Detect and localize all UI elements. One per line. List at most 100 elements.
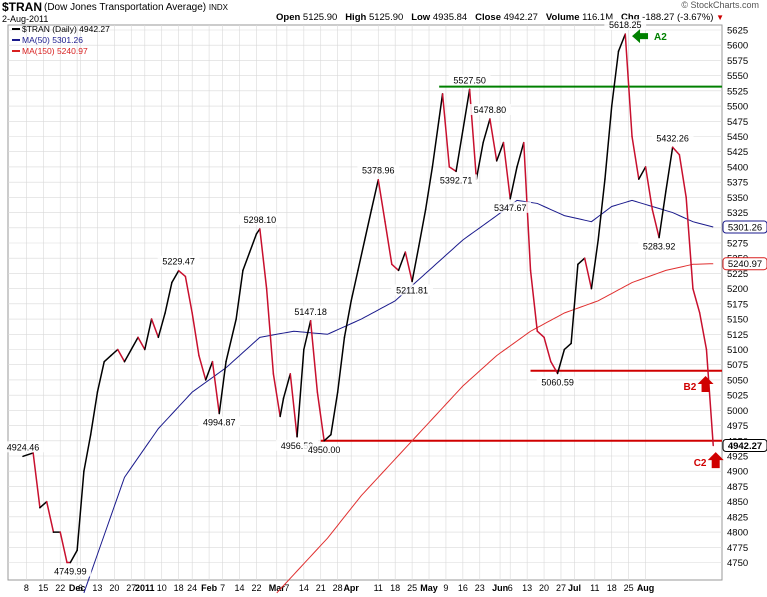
- price-label: 4956.59: [281, 441, 314, 451]
- price-segment: [198, 354, 207, 381]
- x-tick-label: 27: [556, 583, 566, 593]
- price-label-bg: [276, 439, 318, 451]
- price-segment: [69, 549, 78, 564]
- price-segment: [110, 348, 119, 357]
- price-segment: [225, 318, 237, 363]
- x-tick-label: 13: [522, 583, 532, 593]
- y-tick-label: 5325: [727, 208, 748, 219]
- price-segment: [441, 93, 451, 168]
- price-label: 5347.67: [494, 203, 527, 213]
- ma150-line: [276, 263, 714, 594]
- x-tick-label: 23: [475, 583, 485, 593]
- price-segment: [631, 135, 640, 180]
- x-tick-label: 22: [55, 583, 65, 593]
- price-label-bg: [638, 240, 680, 252]
- price-segment: [671, 146, 681, 156]
- y-tick-label: 4750: [727, 558, 748, 569]
- price-segment: [184, 275, 193, 314]
- price-segment: [336, 336, 346, 393]
- x-tick-label: 15: [38, 583, 48, 593]
- price-segment: [248, 233, 258, 253]
- price-segment: [370, 178, 380, 211]
- price-label-bg: [651, 132, 694, 144]
- price-segment: [242, 251, 251, 272]
- y-tick-label: 5200: [727, 284, 748, 295]
- chg-value: -188.27 (-3.67%): [642, 12, 714, 23]
- price-label: 4749.99: [54, 567, 87, 577]
- x-tick-label: 25: [407, 583, 417, 593]
- price-segment: [583, 257, 593, 290]
- x-tick-label: 13: [92, 583, 102, 593]
- price-segment: [448, 166, 457, 173]
- price-segment: [265, 287, 275, 375]
- x-tick-label: Mar: [269, 583, 286, 593]
- y-tick-label: 5175: [727, 299, 748, 310]
- price-segment: [357, 239, 366, 272]
- y-tick-label: 4825: [727, 512, 748, 523]
- y-tick-label: 5125: [727, 330, 748, 341]
- price-segment: [191, 312, 200, 357]
- price-segment: [177, 269, 187, 278]
- legend-entry: $TRAN (Daily) 4942.27: [22, 24, 110, 34]
- x-tick-label: 14: [299, 583, 309, 593]
- y-tick-label: 5425: [727, 147, 748, 158]
- y-tick-label: 4775: [727, 543, 748, 554]
- price-label: 4950.00: [308, 445, 341, 455]
- x-tick-label: 21: [316, 583, 326, 593]
- price-segment: [698, 312, 708, 351]
- y-tick-label: 5625: [727, 26, 748, 37]
- y-tick-label: 4875: [727, 482, 748, 493]
- y-tick-label: 5450: [727, 132, 748, 143]
- high-label: High: [345, 12, 367, 23]
- price-segment: [137, 336, 146, 351]
- x-tick-label: 25: [624, 583, 634, 593]
- x-tick-label: 7: [284, 583, 289, 593]
- price-segment: [556, 348, 566, 375]
- price-segment: [164, 281, 173, 314]
- price-segment: [235, 269, 244, 320]
- x-tick-label: Jul: [568, 583, 581, 593]
- price-segment: [651, 208, 660, 239]
- price-label: 5618.25: [609, 20, 642, 30]
- price-segment: [604, 105, 613, 180]
- x-tick-label: May: [420, 583, 438, 593]
- volume-value: 116.1M: [582, 12, 614, 23]
- y-tick-label: 4800: [727, 528, 748, 539]
- price-segment: [59, 531, 68, 564]
- arrow-up-icon: [707, 452, 724, 469]
- open-label: Open: [276, 12, 301, 23]
- price-segment: [83, 433, 92, 472]
- y-tick-label: 5500: [727, 102, 748, 113]
- price-segment: [529, 269, 539, 332]
- price-label: 5527.50: [453, 75, 486, 85]
- price-segment: [563, 342, 572, 351]
- x-tick-label: 9: [443, 583, 448, 593]
- price-label: 5478.80: [474, 105, 507, 115]
- chart-symbol: $TRAN: [2, 0, 43, 14]
- price-label: 5298.10: [244, 215, 277, 225]
- x-tick-label: 18: [174, 583, 184, 593]
- low-label: Low: [411, 12, 431, 23]
- price-segment: [204, 360, 214, 381]
- x-tick-label: Jun: [492, 583, 508, 593]
- stockcharts-credit[interactable]: © StockCharts.com: [681, 0, 759, 10]
- price-segment: [157, 312, 166, 339]
- price-label-bg: [303, 443, 346, 455]
- legend-entry: MA(50) 5301.26: [22, 35, 83, 45]
- y-tick-label: 5000: [727, 406, 748, 417]
- x-tick-label: 6: [78, 583, 83, 593]
- y-tick-label: 4850: [727, 497, 748, 508]
- x-tick-label: 20: [539, 583, 549, 593]
- price-segment: [431, 117, 440, 168]
- price-label-bg: [198, 416, 241, 428]
- price-segment: [658, 190, 667, 239]
- price-segment: [350, 269, 359, 302]
- x-tick-label: Feb: [201, 583, 218, 593]
- price-segment: [279, 397, 285, 418]
- price-segment: [39, 500, 48, 509]
- price-segment: [424, 166, 434, 211]
- y-tick-label: 5475: [727, 117, 748, 128]
- x-tick-label: 8: [24, 583, 29, 593]
- price-segment: [218, 360, 227, 415]
